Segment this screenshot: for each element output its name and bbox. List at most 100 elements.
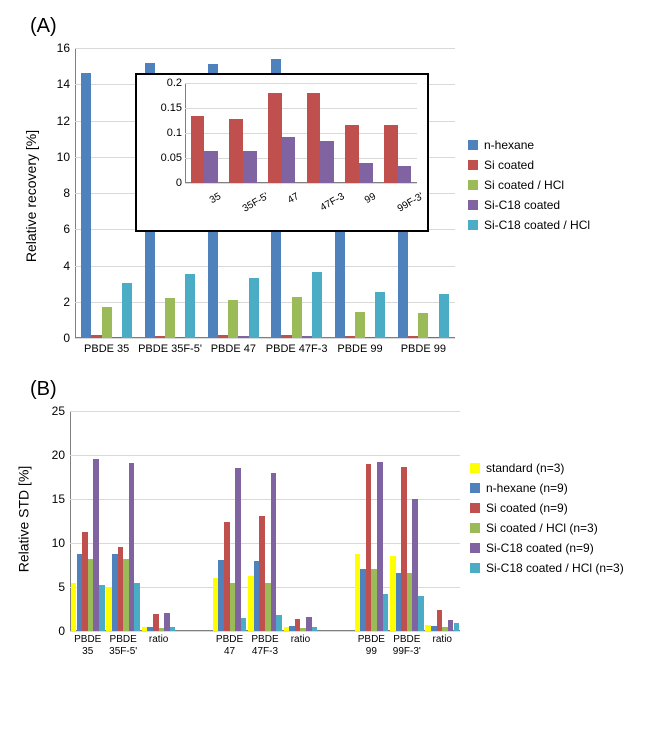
legend-item: Si-C18 coated xyxy=(468,198,590,212)
bar xyxy=(359,163,373,183)
legend-label: Si coated / HCl xyxy=(484,178,564,192)
bar xyxy=(165,298,175,338)
gridline xyxy=(70,411,460,412)
legend-label: Si-C18 coated / HCl xyxy=(484,218,590,232)
chart-b-container: Relative STD [%] 0510152025PBDE35PBDE35F… xyxy=(10,401,654,681)
bar xyxy=(454,623,460,631)
x-tick-label: 35 xyxy=(208,191,223,206)
chart-b-legend: standard (n=3) n-hexane (n=9) Si coated (n… xyxy=(470,461,624,581)
bar xyxy=(271,473,277,631)
bar xyxy=(81,73,91,338)
x-tick-label: PBDE 47 xyxy=(211,343,256,355)
x-tick-label: ratio xyxy=(291,634,310,646)
bar xyxy=(112,337,122,338)
y-tick-label: 15 xyxy=(52,492,65,506)
legend-label: standard (n=3) xyxy=(486,461,564,475)
bar xyxy=(302,336,312,338)
chart-b-plot: 0510152025PBDE35PBDE35F-5'ratioPBDE47PBD… xyxy=(70,411,460,631)
bar xyxy=(276,615,282,631)
bar xyxy=(418,596,424,631)
x-tick-label: PBDE99F-3' xyxy=(393,634,421,658)
chart-a-ylabel: Relative recovery [%] xyxy=(23,130,39,262)
y-tick-label: 14 xyxy=(57,77,70,91)
legend-swatch xyxy=(468,200,478,210)
x-tick-label: 99 xyxy=(363,191,378,206)
x-tick-label: 35F-5' xyxy=(241,191,271,215)
bar xyxy=(428,337,438,338)
chart-a-container: Relative recovery [%] 0246810121416PBDE … xyxy=(10,38,654,368)
bar xyxy=(191,116,205,184)
bar xyxy=(312,627,318,631)
y-tick-label: 25 xyxy=(52,404,65,418)
bar xyxy=(243,151,257,184)
bar xyxy=(249,278,259,338)
bar xyxy=(292,297,302,338)
x-tick-label: 47 xyxy=(286,191,301,206)
legend-item: Si coated / HCl xyxy=(468,178,590,192)
legend-swatch xyxy=(468,160,478,170)
y-tick-label: 10 xyxy=(52,536,65,550)
bar xyxy=(384,125,398,184)
bar xyxy=(99,585,105,631)
bar xyxy=(398,166,412,184)
bar xyxy=(439,294,449,338)
legend-swatch xyxy=(468,180,478,190)
legend-label: n-hexane (n=9) xyxy=(486,481,568,495)
gridline xyxy=(75,48,455,49)
x-tick-label: 47F-3 xyxy=(319,191,347,214)
legend-label: Si-C18 coated / HCl (n=3) xyxy=(486,561,624,575)
panel-b-label: (B) xyxy=(30,378,654,401)
gridline xyxy=(185,108,417,109)
bar xyxy=(241,618,247,631)
bar xyxy=(102,307,112,338)
x-tick-label: PBDE 35 xyxy=(84,343,129,355)
x-tick-label: PBDE47F-3 xyxy=(251,634,278,658)
legend-swatch xyxy=(468,140,478,150)
legend-label: Si-C18 coated (n=9) xyxy=(486,541,594,555)
x-tick-label: PBDE47 xyxy=(216,634,243,658)
legend-item: Si coated / HCl (n=3) xyxy=(470,521,624,535)
y-tick-label: 0 xyxy=(176,177,182,189)
legend-label: n-hexane xyxy=(484,138,534,152)
x-tick-label: PBDE 99 xyxy=(337,343,382,355)
x-tick-label: PBDE35 xyxy=(74,634,101,658)
legend-item: standard (n=3) xyxy=(470,461,624,475)
gridline xyxy=(75,338,455,339)
y-tick-label: 0.05 xyxy=(161,152,182,164)
legend-label: Si coated / HCl (n=3) xyxy=(486,521,598,535)
y-tick-label: 0.2 xyxy=(167,77,182,89)
panel-a-label: (A) xyxy=(30,15,654,38)
bar xyxy=(185,274,195,338)
gridline xyxy=(185,158,417,159)
x-tick-label: PBDE 99 xyxy=(401,343,446,355)
bar xyxy=(383,594,389,631)
y-tick-label: 4 xyxy=(63,259,70,273)
bar xyxy=(175,337,185,338)
y-tick-label: 0 xyxy=(63,331,70,345)
bar xyxy=(355,312,365,338)
bar xyxy=(155,336,165,338)
bar xyxy=(229,119,243,183)
y-tick-label: 0.15 xyxy=(161,102,182,114)
gridline xyxy=(185,133,417,134)
bar xyxy=(345,125,359,184)
legend-swatch xyxy=(470,503,480,513)
y-tick-label: 2 xyxy=(63,295,70,309)
legend-item: Si coated (n=9) xyxy=(470,501,624,515)
bar xyxy=(235,468,241,631)
y-tick-label: 12 xyxy=(57,114,70,128)
bar xyxy=(418,313,428,338)
y-tick-label: 6 xyxy=(63,222,70,236)
legend-swatch xyxy=(470,563,480,573)
legend-label: Si coated (n=9) xyxy=(486,501,568,515)
bar xyxy=(375,292,385,338)
legend-swatch xyxy=(470,523,480,533)
chart-b-ylabel: Relative STD [%] xyxy=(15,466,31,573)
bar xyxy=(282,137,296,184)
x-tick-label: PBDE 35F-5' xyxy=(138,343,202,355)
bar xyxy=(345,336,355,338)
gridline xyxy=(70,455,460,456)
y-tick-label: 0 xyxy=(58,624,65,638)
inset-plot: 00.050.10.150.23535F-5'4747F-39999F-3' xyxy=(185,83,417,183)
bar xyxy=(204,151,218,184)
